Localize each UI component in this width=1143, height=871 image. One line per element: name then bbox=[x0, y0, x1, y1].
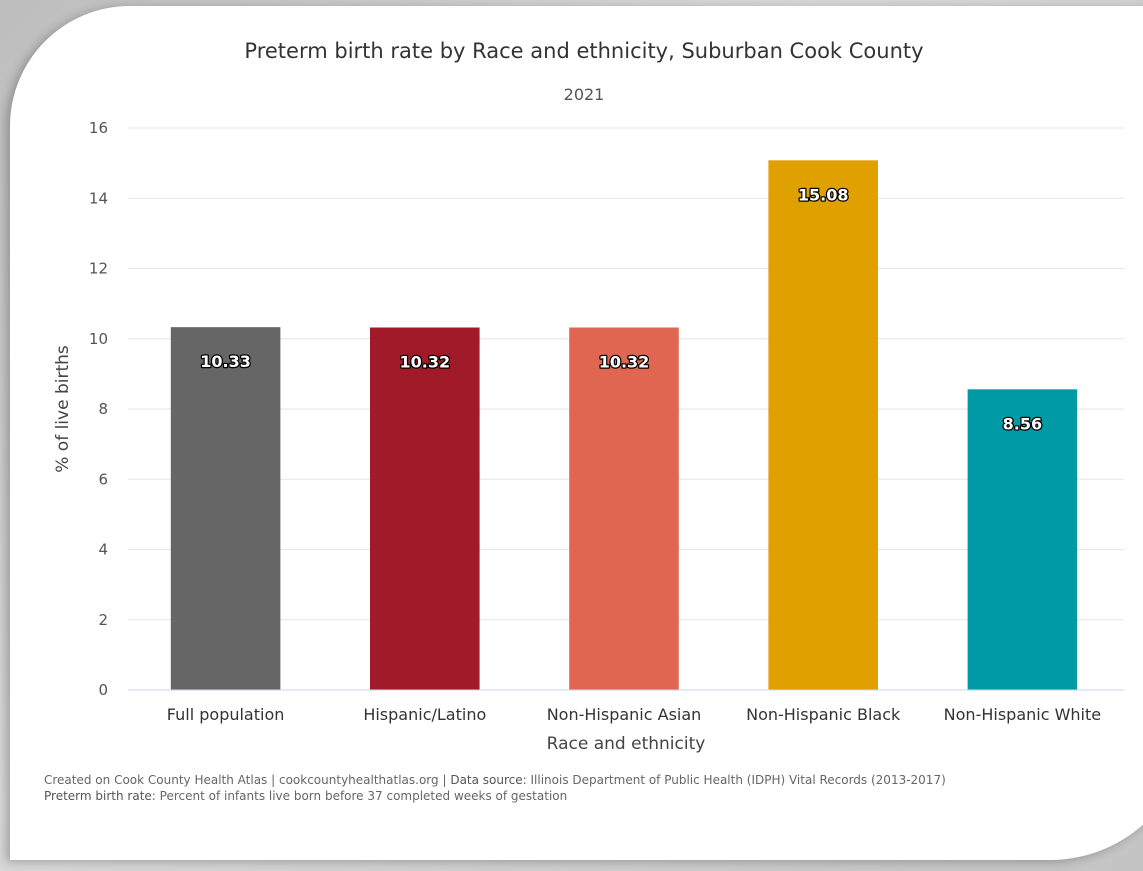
chart-subtitle: 2021 bbox=[564, 85, 605, 104]
y-tick-label: 0 bbox=[98, 681, 108, 699]
footer-source-label: Data source bbox=[450, 773, 523, 787]
bar-value-label: 15.08 bbox=[798, 185, 849, 204]
x-category-label: Non-Hispanic White bbox=[944, 705, 1101, 724]
y-tick-label: 4 bbox=[98, 541, 108, 559]
y-tick-label: 6 bbox=[98, 470, 108, 488]
x-category-label: Non-Hispanic Black bbox=[746, 705, 901, 724]
chart-footer: Created on Cook County Health Atlas | co… bbox=[44, 772, 964, 804]
y-tick-label: 12 bbox=[89, 260, 108, 278]
y-axis-title: % of live births bbox=[53, 345, 73, 473]
y-tick-label: 14 bbox=[89, 189, 108, 207]
bars bbox=[170, 160, 1078, 690]
bar[interactable] bbox=[967, 389, 1078, 690]
x-category-label: Non-Hispanic Asian bbox=[547, 705, 702, 724]
bar-value-label: 8.56 bbox=[1003, 414, 1042, 433]
y-axis-ticks: 0 2 4 6 8 10 12 14 16 bbox=[89, 119, 108, 699]
chart-title: Preterm birth rate by Race and ethnicity… bbox=[244, 39, 923, 63]
bar-value-label: 10.33 bbox=[200, 352, 251, 371]
bar-value-label: 10.32 bbox=[399, 353, 450, 372]
y-tick-label: 10 bbox=[89, 330, 108, 348]
footer-source-text: : Illinois Department of Public Health (… bbox=[522, 773, 946, 787]
y-tick-label: 8 bbox=[98, 400, 108, 418]
y-tick-label: 2 bbox=[98, 611, 108, 629]
x-axis-title: Race and ethnicity bbox=[547, 734, 706, 754]
footer-definition-label: Preterm birth rate bbox=[44, 789, 152, 803]
x-category-label: Hispanic/Latino bbox=[363, 705, 486, 724]
bar[interactable] bbox=[170, 327, 281, 690]
y-tick-label: 16 bbox=[89, 119, 108, 137]
bar[interactable] bbox=[569, 327, 679, 690]
bar[interactable] bbox=[370, 327, 480, 690]
footer-credit: Created on Cook County Health Atlas | co… bbox=[44, 773, 451, 787]
bar[interactable] bbox=[768, 160, 878, 690]
x-category-label: Full population bbox=[167, 705, 285, 724]
bar-value-labels: 10.33 10.32 10.32 15.08 8.56 bbox=[199, 184, 1043, 435]
footer-definition-text: : Percent of infants live born before 37… bbox=[151, 789, 568, 803]
bar-value-label: 10.32 bbox=[599, 353, 650, 372]
x-axis-categories: Full population Hispanic/Latino Non-Hispan… bbox=[167, 705, 1101, 724]
